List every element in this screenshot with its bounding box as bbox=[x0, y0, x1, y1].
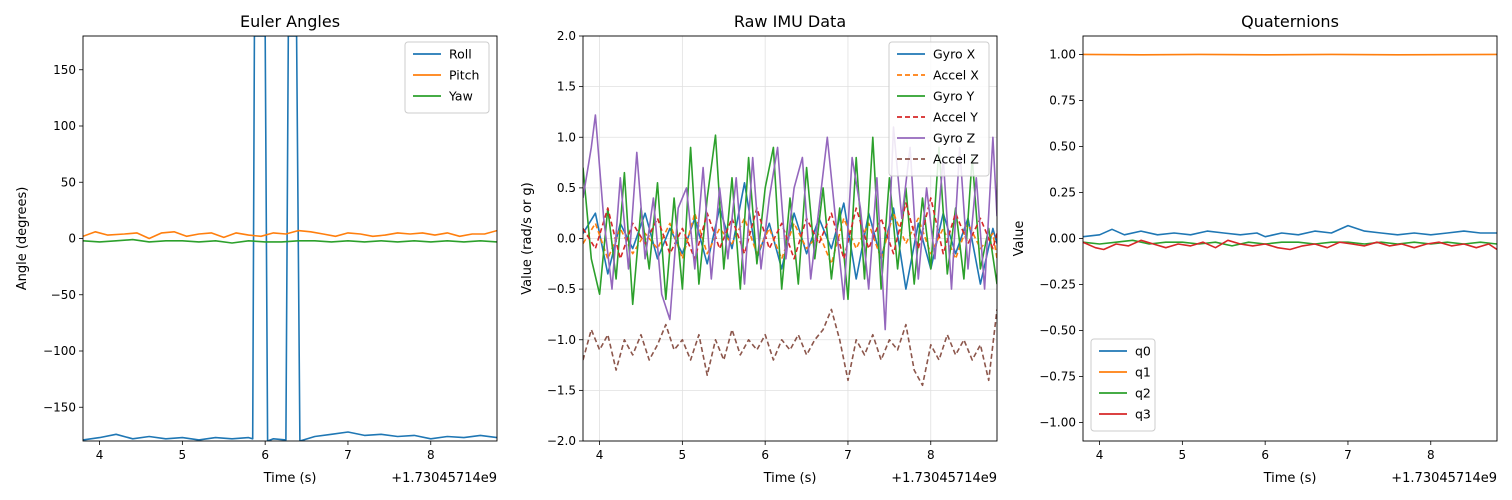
x-tick-label: 6 bbox=[261, 448, 269, 462]
y-axis-label: Angle (degrees) bbox=[15, 187, 30, 291]
y-tick-label: 1.00 bbox=[1049, 47, 1076, 61]
x-offset-label: +1.73045714e9 bbox=[891, 471, 997, 486]
legend-label: Roll bbox=[449, 47, 472, 62]
chart-title: Raw IMU Data bbox=[734, 12, 846, 31]
series-line-pitch bbox=[83, 229, 497, 240]
x-tick-label: 8 bbox=[927, 448, 935, 462]
chart-title: Euler Angles bbox=[240, 12, 340, 31]
y-tick-label: 150 bbox=[53, 63, 76, 77]
x-tick-label: 5 bbox=[1179, 448, 1187, 462]
y-tick-label: −0.25 bbox=[1039, 278, 1076, 292]
y-tick-label: −0.5 bbox=[547, 282, 576, 296]
y-tick-label: 1.0 bbox=[557, 130, 576, 144]
legend-label: Accel X bbox=[933, 68, 979, 83]
x-tick-label: 5 bbox=[679, 448, 687, 462]
series-line-q0 bbox=[1083, 224, 1497, 238]
y-tick-label: −150 bbox=[43, 400, 76, 414]
series-line-gyro-y bbox=[583, 134, 997, 306]
legend-label: q2 bbox=[1135, 386, 1151, 401]
legend-label: Gyro Z bbox=[933, 131, 975, 146]
legend-label: Gyro X bbox=[933, 47, 976, 62]
legend: q0 q1 q2 q3 bbox=[1090, 338, 1156, 432]
x-tick-label: 7 bbox=[844, 448, 852, 462]
x-tick-label: 8 bbox=[1427, 448, 1435, 462]
y-tick-label: 0.75 bbox=[1049, 93, 1076, 107]
y-tick-label: −50 bbox=[51, 288, 76, 302]
legend-label: Accel Z bbox=[933, 152, 979, 167]
y-axis-label: Value bbox=[1012, 221, 1027, 257]
y-tick-label: −1.5 bbox=[547, 383, 576, 397]
y-tick-label: 0.00 bbox=[1049, 232, 1076, 246]
x-axis-label: Time (s) bbox=[263, 471, 317, 486]
y-tick-label: −100 bbox=[43, 344, 76, 358]
y-tick-label: 0 bbox=[68, 232, 76, 246]
series-line-accel-z bbox=[583, 308, 997, 387]
x-tick-label: 4 bbox=[96, 448, 104, 462]
y-tick-label: −0.75 bbox=[1039, 370, 1076, 384]
legend-label: Gyro Y bbox=[933, 89, 975, 104]
x-axis-label: Time (s) bbox=[763, 471, 817, 486]
y-tick-label: 0.5 bbox=[557, 181, 576, 195]
legend-label: Pitch bbox=[449, 68, 479, 83]
legend-label: q1 bbox=[1135, 365, 1151, 380]
chart-title: Quaternions bbox=[1241, 12, 1339, 31]
x-offset-label: +1.73045714e9 bbox=[1391, 471, 1497, 486]
legend-label: Yaw bbox=[448, 89, 473, 104]
y-tick-label: 100 bbox=[53, 119, 76, 133]
x-tick-label: 6 bbox=[761, 448, 769, 462]
legend-label: Accel Y bbox=[933, 110, 978, 125]
series-group bbox=[83, 36, 497, 441]
legend: Roll Pitch Yaw bbox=[404, 41, 490, 114]
subplot-2: 4 5 6 7 8 2.0 1.5 1.0 0.5 0.0 −0.5 −1.0 −1.5 −2.0 Raw … bbox=[520, 12, 998, 486]
x-tick-label: 4 bbox=[1096, 448, 1104, 462]
grid bbox=[583, 35, 997, 442]
series-group bbox=[583, 114, 997, 387]
x-tick-label: 8 bbox=[427, 448, 435, 462]
legend-label: q3 bbox=[1135, 407, 1151, 422]
y-tick-label: 0.25 bbox=[1049, 185, 1076, 199]
subplot-container: 4 5 6 7 8 150 100 50 0 −50 −100 −150 Euler Angles Tim… bbox=[15, 12, 1498, 486]
legend-label: q0 bbox=[1135, 344, 1151, 359]
y-tick-label: −1.0 bbox=[547, 333, 576, 347]
legend-box bbox=[1090, 338, 1156, 432]
series-line-roll bbox=[83, 36, 497, 441]
y-tick-label: −0.50 bbox=[1039, 324, 1076, 338]
x-offset-label: +1.73045714e9 bbox=[391, 471, 497, 486]
x-tick-label: 7 bbox=[1344, 448, 1352, 462]
x-tick-label: 5 bbox=[179, 448, 187, 462]
x-tick-label: 4 bbox=[596, 448, 604, 462]
series-line-gyro-z bbox=[583, 114, 997, 331]
series-line-yaw bbox=[83, 238, 497, 244]
series-line-accel-x bbox=[583, 212, 997, 265]
subplot-3: 4 5 6 7 8 1.00 0.75 0.50 0.25 0.00 −0.25 −0.50 −0.75… bbox=[1012, 12, 1498, 486]
x-axis-label: Time (s) bbox=[1263, 471, 1317, 486]
x-tick-label: 6 bbox=[1261, 448, 1269, 462]
series-group bbox=[1083, 53, 1497, 251]
y-tick-label: 0.0 bbox=[557, 232, 576, 246]
legend: Gyro X Accel X Gyro Y Accel Y Gyro Z Accel Z bbox=[888, 41, 990, 177]
subplot-1: 4 5 6 7 8 150 100 50 0 −50 −100 −150 Euler Angles Tim… bbox=[15, 12, 498, 486]
y-tick-label: 2.0 bbox=[557, 29, 576, 43]
y-tick-label: −1.00 bbox=[1039, 416, 1076, 430]
series-line-accel-y bbox=[583, 197, 997, 260]
y-tick-label: 1.5 bbox=[557, 80, 576, 94]
y-tick-label: 50 bbox=[61, 175, 76, 189]
series-line-q3 bbox=[1083, 239, 1497, 251]
y-tick-label: −2.0 bbox=[547, 434, 576, 448]
y-tick-label: 0.50 bbox=[1049, 139, 1076, 153]
x-tick-label: 7 bbox=[344, 448, 352, 462]
y-axis-label: Value (rad/s or g) bbox=[520, 182, 535, 295]
